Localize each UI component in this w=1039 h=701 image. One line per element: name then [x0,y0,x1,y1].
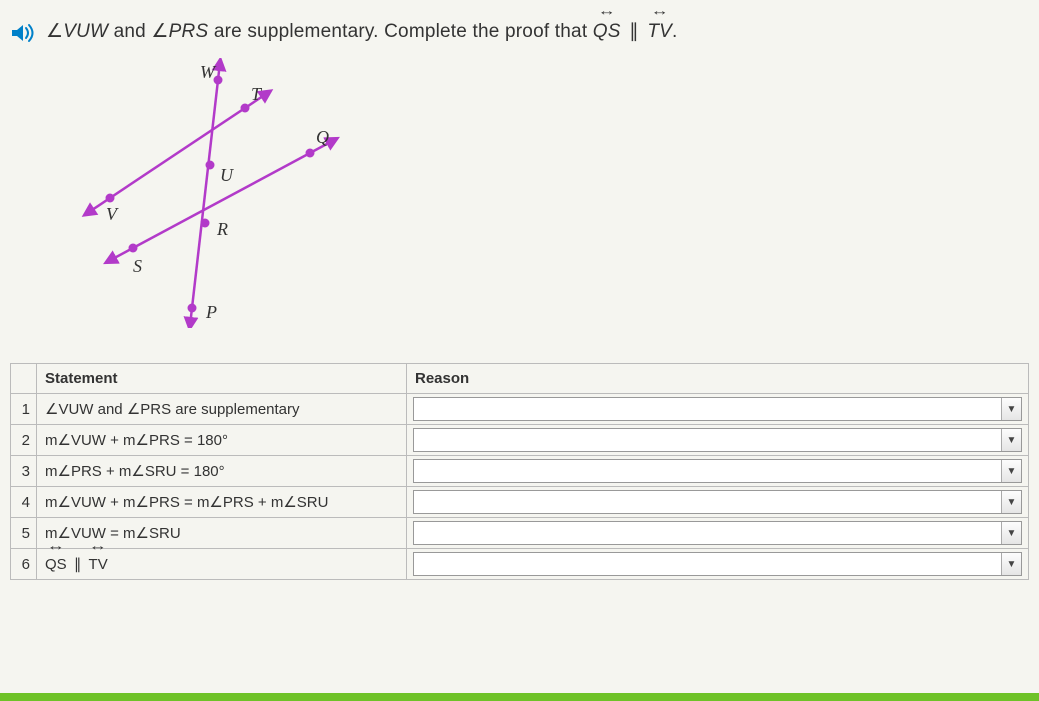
reason-cell: ▼ [407,394,1029,425]
row-number: 2 [11,425,37,456]
reason-cell: ▼ [407,456,1029,487]
chevron-down-icon: ▼ [1001,398,1021,420]
row-number: 5 [11,518,37,549]
statement-cell: QS ∥ TV [37,549,407,580]
svg-text:Q: Q [316,127,329,147]
statement-cell: ∠VUW and ∠PRS are supplementary [37,394,407,425]
header-reason: Reason [407,364,1029,394]
row-number: 4 [11,487,37,518]
prompt-text: ∠VUW and ∠PRS are supplementary. Complet… [46,20,677,43]
row-number: 1 [11,394,37,425]
statement-cell: m∠VUW + m∠PRS = m∠PRS + m∠SRU [37,487,407,518]
progress-bar [0,693,1039,701]
header-statement: Statement [37,364,407,394]
svg-text:S: S [133,256,142,276]
chevron-down-icon: ▼ [1001,553,1021,575]
svg-text:W: W [200,62,217,82]
reason-dropdown[interactable]: ▼ [413,490,1022,514]
reason-dropdown[interactable]: ▼ [413,552,1022,576]
table-row: 3m∠PRS + m∠SRU = 180° ▼ [11,456,1029,487]
reason-dropdown[interactable]: ▼ [413,459,1022,483]
reason-cell: ▼ [407,487,1029,518]
svg-text:V: V [106,204,119,224]
svg-text:U: U [220,165,234,185]
svg-text:T: T [251,84,263,104]
reason-dropdown[interactable]: ▼ [413,397,1022,421]
header-blank [11,364,37,394]
reason-dropdown[interactable]: ▼ [413,521,1022,545]
reason-dropdown[interactable]: ▼ [413,428,1022,452]
svg-text:P: P [205,302,217,322]
table-row: 4m∠VUW + m∠PRS = m∠PRS + m∠SRU ▼ [11,487,1029,518]
proof-table: Statement Reason 1∠VUW and ∠PRS are supp… [10,363,1029,580]
chevron-down-icon: ▼ [1001,491,1021,513]
statement-cell: m∠VUW + m∠PRS = 180° [37,425,407,456]
geometry-diagram: W T Q U V R S P [70,58,1029,333]
row-number: 6 [11,549,37,580]
table-row: 2m∠VUW + m∠PRS = 180° ▼ [11,425,1029,456]
svg-text:R: R [216,219,228,239]
table-row: 5m∠VUW = m∠SRU▼ [11,518,1029,549]
chevron-down-icon: ▼ [1001,522,1021,544]
reason-cell: ▼ [407,425,1029,456]
chevron-down-icon: ▼ [1001,460,1021,482]
table-row: 1∠VUW and ∠PRS are supplementary ▼ [11,394,1029,425]
chevron-down-icon: ▼ [1001,429,1021,451]
reason-cell: ▼ [407,549,1029,580]
reason-cell: ▼ [407,518,1029,549]
table-row: 6QS ∥ TV ▼ [11,549,1029,580]
speaker-icon[interactable] [10,22,38,44]
statement-cell: m∠PRS + m∠SRU = 180° [37,456,407,487]
row-number: 3 [11,456,37,487]
